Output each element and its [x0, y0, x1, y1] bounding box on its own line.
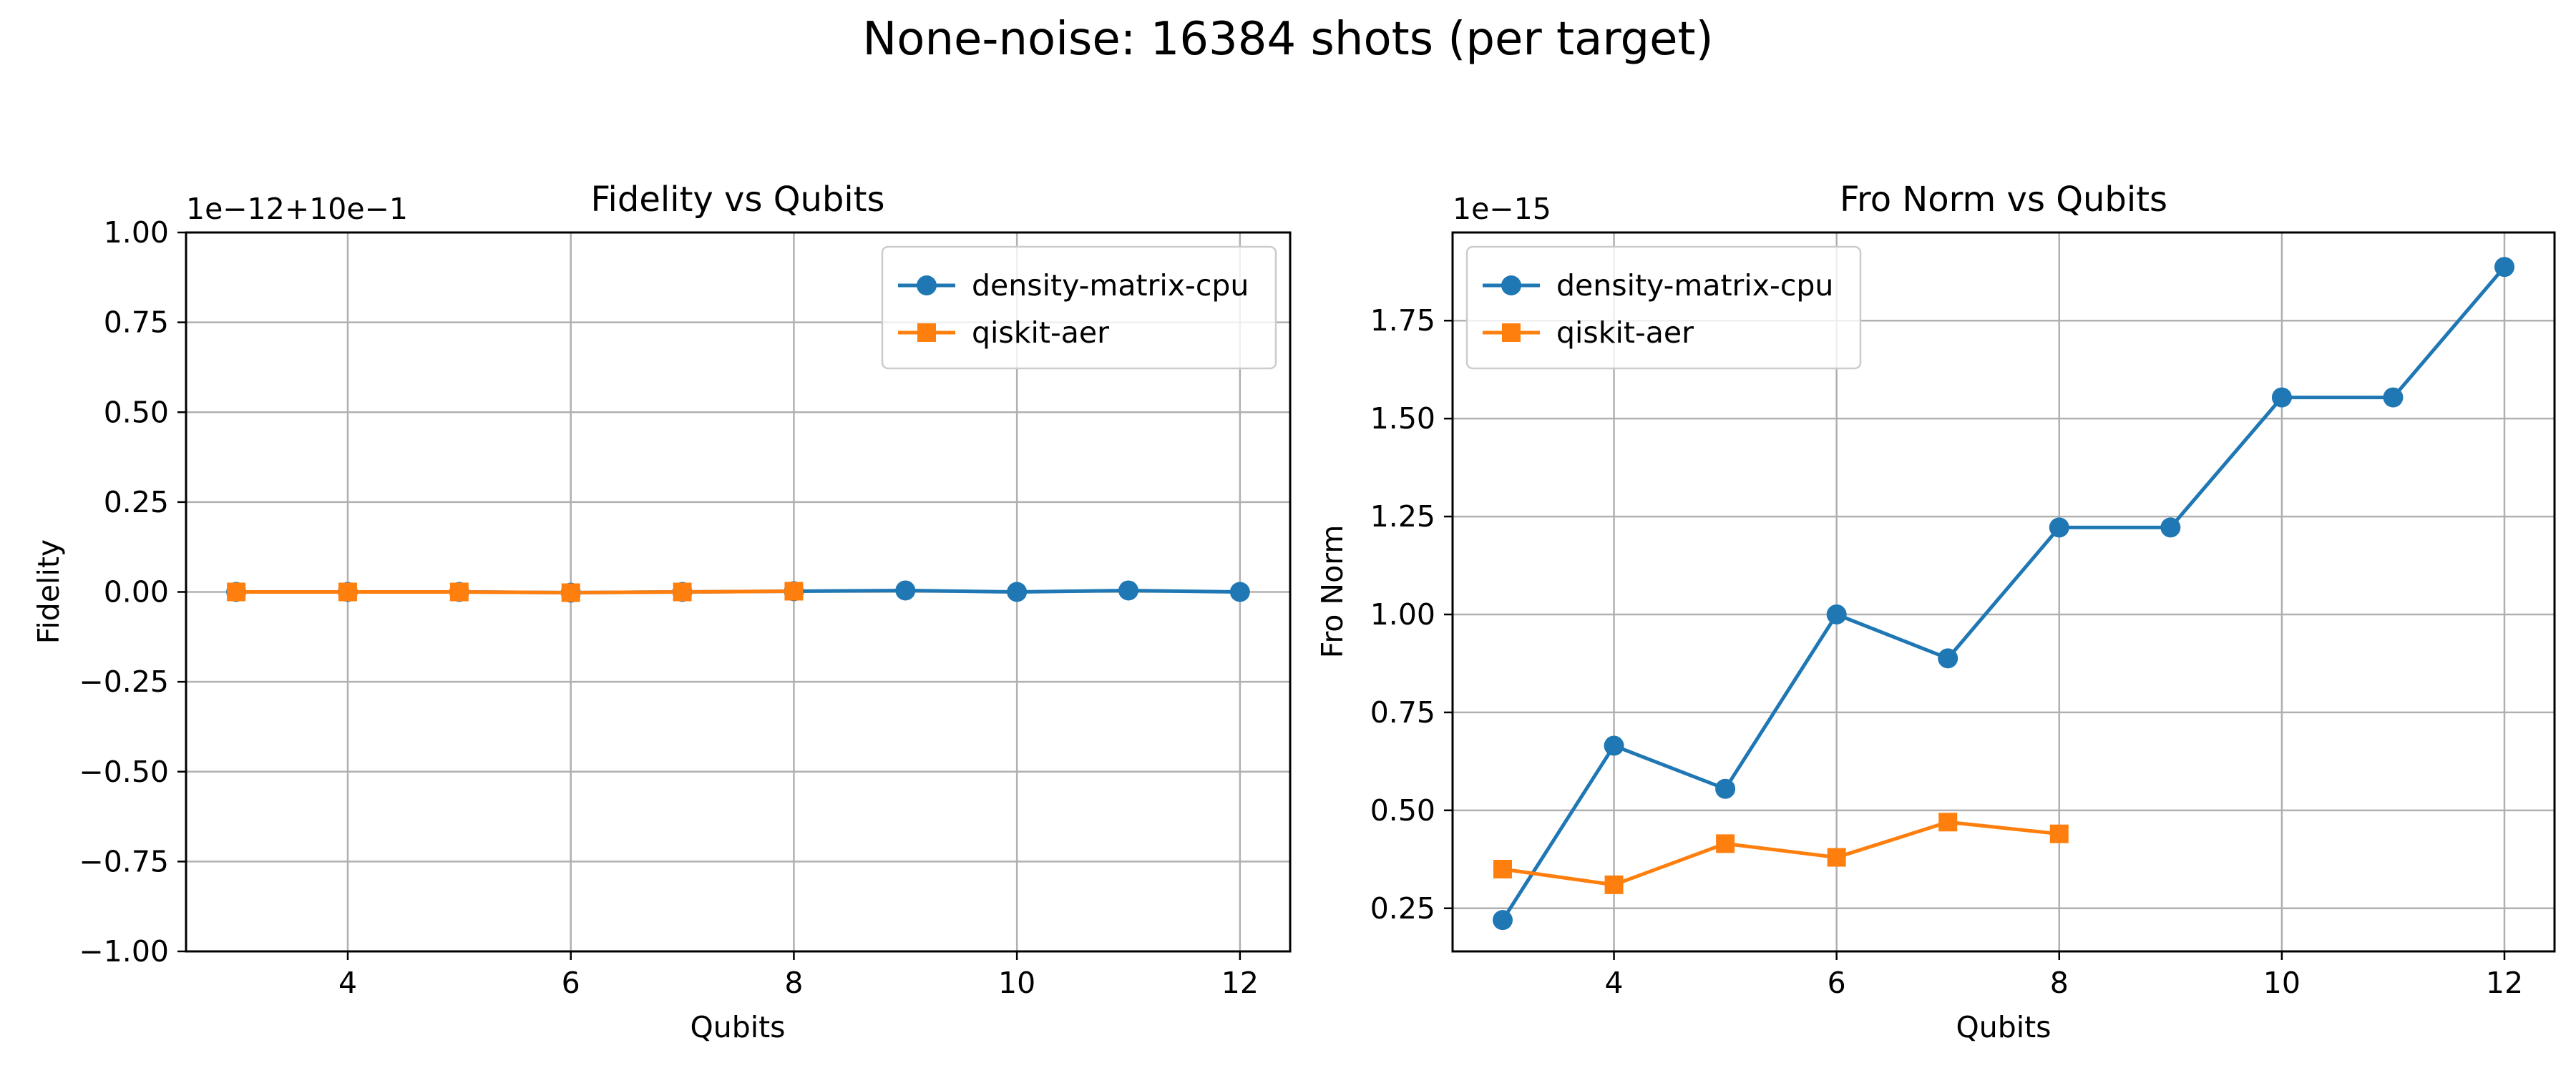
density-matrix-cpu-point [1715, 778, 1736, 799]
density-matrix-cpu-point [1229, 582, 1250, 602]
fro-norm-y-tick-label: 1.00 [1370, 597, 1435, 632]
density-matrix-cpu-point [1826, 604, 1847, 624]
density-matrix-cpu-point [2160, 517, 2181, 538]
legend-circle-marker [1501, 275, 1521, 295]
legend-label: density-matrix-cpu [1556, 268, 1833, 303]
fidelity-legend-box [881, 245, 1277, 370]
density-matrix-cpu-point [895, 580, 916, 601]
legend-label: density-matrix-cpu [972, 268, 1249, 303]
qiskit-aer-point [2049, 824, 2069, 843]
fidelity-chart-panel: Fidelity vs Qubits Qubits Fidelity 1e−12… [31, 180, 1292, 1044]
fidelity-y-tick-label: 0.25 [104, 485, 169, 519]
fro-norm-x-axis-label: Qubits [1956, 1010, 2051, 1044]
fro-norm-chart-title: Fro Norm vs Qubits [1840, 180, 2167, 220]
fidelity-y-tick-label: 0.75 [104, 305, 169, 340]
density-matrix-cpu-point [1118, 580, 1139, 601]
density-matrix-cpu-point [1007, 582, 1028, 602]
fro-norm-legend: density-matrix-cpu qiskit-aer [1465, 245, 1862, 370]
density-matrix-cpu-point [1493, 910, 1513, 931]
fro-norm-x-tick-label: 10 [2263, 966, 2301, 1000]
qiskit-aer-line [1502, 820, 2060, 887]
fidelity-x-axis-label: Qubits [690, 1010, 785, 1044]
fro-norm-x-tick-label: 6 [1828, 966, 1846, 1000]
density-matrix-cpu-point [1938, 648, 1958, 669]
figure-suptitle: None-noise: 16384 shots (per target) [862, 13, 1713, 66]
legend-label: qiskit-aer [972, 315, 1109, 350]
qiskit-aer-point [1827, 848, 1846, 867]
fidelity-x-tick-label: 12 [1221, 966, 1259, 1000]
fidelity-y-tick-label: 0.50 [104, 395, 169, 429]
series-qiskit-aer [1493, 813, 2069, 894]
fro-norm-y-offset-text: 1e−15 [1453, 192, 1551, 226]
legend-item-density-matrix-cpu: density-matrix-cpu [898, 268, 1249, 303]
qiskit-aer-point [1604, 875, 1624, 894]
fidelity-y-tick-label: 1.00 [104, 215, 169, 250]
fidelity-y-tick-label: 0.00 [104, 575, 169, 609]
fro-norm-y-tick-label: 1.50 [1370, 401, 1435, 436]
fro-norm-x-tick-label: 8 [2050, 966, 2069, 1000]
fidelity-x-tick-label: 4 [338, 966, 357, 1000]
qiskit-aer-point [1716, 834, 1735, 853]
fro-norm-x-tick-label: 4 [1605, 966, 1624, 1000]
fro-norm-y-tick-label: 0.50 [1370, 793, 1435, 828]
qiskit-aer-line [236, 589, 794, 595]
fidelity-plot-lines [226, 580, 1250, 603]
density-matrix-cpu-line [1501, 265, 2506, 921]
qiskit-aer-point [1938, 813, 1958, 832]
fidelity-y-tick-label: −1.00 [79, 934, 169, 969]
density-matrix-cpu-point [2494, 257, 2514, 278]
fidelity-chart-title: Fidelity vs Qubits [590, 180, 884, 220]
density-matrix-cpu-point [2049, 517, 2069, 538]
fro-norm-plot-lines [1493, 257, 2514, 931]
qiskit-aer-point [673, 582, 692, 602]
legend-label: qiskit-aer [1556, 315, 1694, 350]
series-density-matrix-cpu [1493, 257, 2514, 931]
fidelity-axes-frame [185, 231, 1292, 953]
fro-norm-y-axis-label: Fro Norm [1315, 525, 1350, 659]
qiskit-aer-point [338, 582, 357, 602]
legend-item-qiskit-aer: qiskit-aer [898, 315, 1109, 350]
fro-norm-x-tick-label: 12 [2486, 966, 2523, 1000]
fidelity-x-tick-label: 6 [562, 966, 580, 1000]
fidelity-y-tick-label: −0.75 [79, 844, 169, 878]
legend-item-density-matrix-cpu: density-matrix-cpu [1483, 268, 1833, 303]
density-matrix-cpu-point [1604, 735, 1624, 756]
legend-square-marker [1502, 323, 1521, 342]
legend-square-marker [917, 323, 936, 342]
fidelity-ticks: 4 6 8 10 12 −1.00 −0.75 −0.50 −0.25 0.00 0.25 0.50 0… [79, 215, 1259, 1000]
fro-norm-y-tick-label: 1.75 [1370, 303, 1435, 338]
fro-norm-legend-box [1465, 245, 1862, 370]
fro-norm-y-tick-label: 0.25 [1370, 891, 1435, 926]
density-matrix-cpu-point [2271, 387, 2292, 408]
fro-norm-y-tick-label: 1.25 [1370, 499, 1435, 534]
density-matrix-cpu-point [2383, 387, 2404, 408]
fro-norm-y-tick-label: 0.75 [1370, 695, 1435, 730]
qiskit-aer-point [227, 582, 246, 602]
qiskit-aer-point [449, 582, 469, 602]
fidelity-y-tick-label: −0.25 [79, 665, 169, 699]
fro-norm-ticks: 4 6 8 10 12 0.25 0.50 0.75 1.00 1.25 1.50 1.75 [1370, 303, 2523, 1000]
qiskit-aer-point [1493, 859, 1512, 878]
series-qiskit-aer [227, 582, 804, 602]
fidelity-x-tick-label: 8 [784, 966, 803, 1000]
fidelity-legend: density-matrix-cpu qiskit-aer [881, 245, 1277, 370]
fro-norm-chart-panel: Fro Norm vs Qubits Qubits Fro Norm 1e−15… [1315, 180, 2556, 1044]
legend-item-qiskit-aer: qiskit-aer [1483, 315, 1694, 350]
fidelity-y-offset-text: 1e−12+10e−1 [186, 192, 408, 226]
fidelity-y-tick-label: −0.50 [79, 755, 169, 789]
fidelity-x-tick-label: 10 [998, 966, 1035, 1000]
fidelity-y-axis-label: Fidelity [31, 539, 66, 644]
qiskit-aer-point [561, 583, 580, 602]
legend-circle-marker [917, 275, 937, 295]
qiskit-aer-point [784, 582, 804, 601]
fro-norm-axes-frame [1451, 231, 2556, 953]
